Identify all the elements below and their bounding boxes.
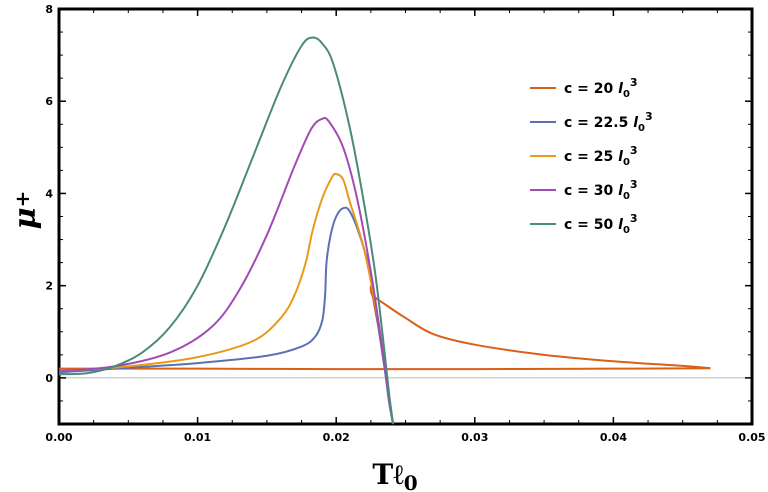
legend: c = 20 l03 c = 22.5 l03 c = 25 l03 c = 30 l…: [530, 76, 653, 236]
x-tick-label: 0.05: [738, 431, 765, 444]
series-line: [58, 367, 711, 371]
y-axis-title: μ+: [8, 191, 43, 230]
curves: [58, 36, 711, 425]
y-tick-label: 4: [45, 187, 53, 200]
series-line: [58, 117, 395, 425]
x-tick-label: 0.00: [45, 431, 72, 444]
y-tick-label: 2: [45, 280, 53, 293]
x-tick-label: 0.01: [184, 431, 211, 444]
x-tick-label: 0.04: [600, 431, 627, 444]
x-tick-label: 0.03: [461, 431, 488, 444]
x-tick-label: 0.02: [323, 431, 350, 444]
x-axis-title: Tℓ0: [372, 458, 417, 492]
y-tick-label: 6: [45, 95, 53, 108]
legend-label: c = 20 l03: [564, 76, 638, 100]
series-4: [58, 36, 395, 425]
legend-label: c = 30 l03: [564, 178, 638, 202]
series-line: [58, 172, 395, 425]
ticks: 0.00 0.01 0.02 0.03 0.04 0.05 0 2 4 6 8: [45, 3, 765, 444]
series-3: [58, 117, 395, 425]
series-1: [58, 206, 395, 425]
legend-label: c = 22.5 l03: [564, 110, 653, 134]
legend-label: c = 25 l03: [564, 144, 638, 168]
y-tick-label: 0: [45, 372, 53, 385]
series-line: [369, 285, 711, 370]
series-2: [58, 172, 395, 425]
legend-label: c = 50 l03: [564, 212, 638, 236]
y-tick-label: 8: [45, 3, 53, 16]
series-line: [58, 36, 395, 425]
series-line: [58, 206, 395, 425]
